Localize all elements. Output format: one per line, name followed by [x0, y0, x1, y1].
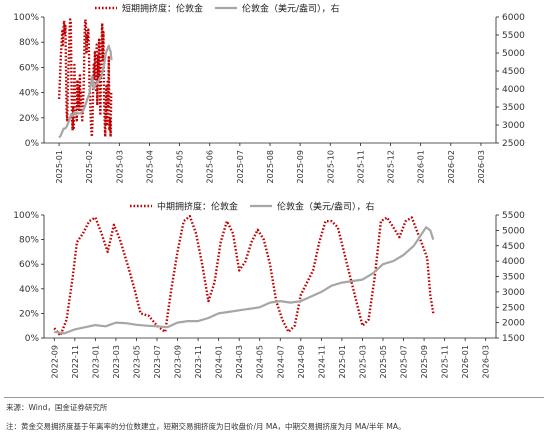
y2-tick-label: 5000: [502, 226, 525, 236]
x-tick-label: 2023-03: [112, 345, 121, 378]
x-tick-label: 2023-07: [153, 345, 162, 378]
x-tick-label: 2024-03: [235, 345, 244, 378]
x-tick-label: 2025-01: [55, 150, 64, 183]
x-tick-label: 2023-09: [174, 345, 183, 378]
x-tick-label: 2024-07: [276, 345, 285, 378]
chart-short-term-crowding: 0% 20% 40% 60% 80% 100% 2500 3000 3500 4000 4500 50…: [13, 3, 525, 184]
x-tick-label: 2026-01: [417, 150, 426, 183]
x-tick-label: 2024-01: [215, 345, 224, 378]
x-tick-label: 2024-09: [297, 345, 306, 378]
legend-label-gold: 伦敦金（美元/盎司），右: [277, 201, 375, 213]
series-gold-line: [58, 44, 113, 139]
y-tick-label: 60%: [19, 63, 39, 73]
x-tick-label: 2026-01: [461, 345, 470, 378]
x-tick-label: 2025-10: [326, 150, 335, 183]
y2-tick-label: 5000: [502, 49, 525, 59]
x-tick-label: 2024-05: [256, 345, 265, 378]
x-tick-label: 2026-03: [477, 150, 486, 183]
footnote: 注：黄金交易拥挤度基于年离率的分位数建立，短期交易拥挤度为日收盘价/月 MA，中…: [6, 422, 406, 431]
series-ratio-line: [53, 214, 435, 337]
x-tick-label: 2023-01: [91, 345, 100, 378]
y2-tick-label: 4000: [502, 257, 525, 267]
x-tick-label: 2025-01: [338, 345, 347, 378]
y2-tick-label: 6000: [502, 13, 525, 23]
y-tick-label: 20%: [19, 309, 39, 319]
y-tick-label: 40%: [19, 285, 39, 295]
source-note: 来源：Wind，国金证券研究所: [6, 403, 108, 412]
x-tick-label: 2023-05: [132, 345, 141, 378]
figure: 0% 20% 40% 60% 80% 100% 2500 3000 3500 4000 4500 50…: [13, 3, 525, 379]
x-tick-label: 2025-08: [266, 150, 275, 183]
y2-tick-label: 4500: [502, 67, 525, 77]
x-tick-label: 2025-06: [206, 150, 215, 183]
x-tick-label: 2025-07: [236, 150, 245, 183]
y2-tick-label: 3500: [502, 273, 525, 283]
y-tick-label: 40%: [19, 89, 39, 99]
x-tick-label: 2022-09: [50, 345, 59, 378]
x-tick-label: 2025-07: [400, 345, 409, 378]
y-tick-label: 60%: [19, 260, 39, 270]
legend-label-ratio: 中期拥挤度：伦敦金: [157, 201, 238, 213]
x-tick-label: 2025-04: [145, 150, 154, 183]
y2-tick-label: 4000: [502, 85, 525, 95]
x-tick-label: 2025-11: [356, 150, 365, 183]
legend-label-gold: 伦敦金（美元/盎司），右: [242, 3, 340, 15]
legend-label-ratio: 短期拥挤度：伦敦金: [122, 3, 203, 15]
x-tick-label: 2025-05: [379, 345, 388, 378]
x-tick-label: 2026-02: [447, 150, 456, 183]
x-tick-label: 2026-03: [482, 345, 491, 378]
y2-tick-label: 3000: [502, 121, 525, 131]
x-tick-label: 2025-03: [115, 150, 124, 183]
y-tick-label: 20%: [19, 114, 39, 124]
x-tick-label: 2025-05: [176, 150, 185, 183]
y2-tick-label: 3000: [502, 288, 525, 298]
y2-tick-label: 2000: [502, 319, 525, 329]
x-tick-label: 2024-11: [317, 345, 326, 378]
x-tick-label: 2025-09: [296, 150, 305, 183]
y2-tick-label: 3500: [502, 103, 525, 113]
y2-tick-label: 2500: [502, 303, 525, 313]
x-tick-label: 2023-11: [194, 345, 203, 378]
y2-tick-label: 5500: [502, 31, 525, 41]
x-tick-label: 2025-09: [420, 345, 429, 378]
x-tick-label: 2025-03: [358, 345, 367, 378]
y-tick-label: 0%: [25, 139, 40, 149]
y-tick-label: 80%: [19, 236, 39, 246]
y2-tick-label: 4500: [502, 242, 525, 252]
x-tick-label: 2025-12: [387, 150, 396, 183]
y-tick-label: 100%: [13, 13, 39, 23]
y-tick-label: 80%: [19, 38, 39, 48]
chart-mid-term-crowding: 0% 20% 40% 60% 80% 100% 1500 2000 2500 3000 3500 40…: [13, 201, 525, 379]
x-tick-label: 2025-02: [85, 150, 94, 183]
divider: [4, 397, 544, 398]
y2-tick-label: 5500: [502, 211, 525, 221]
y-tick-label: 100%: [13, 211, 39, 221]
series-gold-line: [54, 226, 435, 335]
y-tick-label: 0%: [25, 334, 40, 344]
y2-tick-label: 2500: [502, 139, 525, 149]
x-tick-label: 2022-11: [71, 345, 80, 378]
series-ratio-line: [57, 18, 113, 138]
x-tick-label: 2025-11: [441, 345, 450, 378]
y2-tick-label: 1500: [502, 334, 525, 344]
